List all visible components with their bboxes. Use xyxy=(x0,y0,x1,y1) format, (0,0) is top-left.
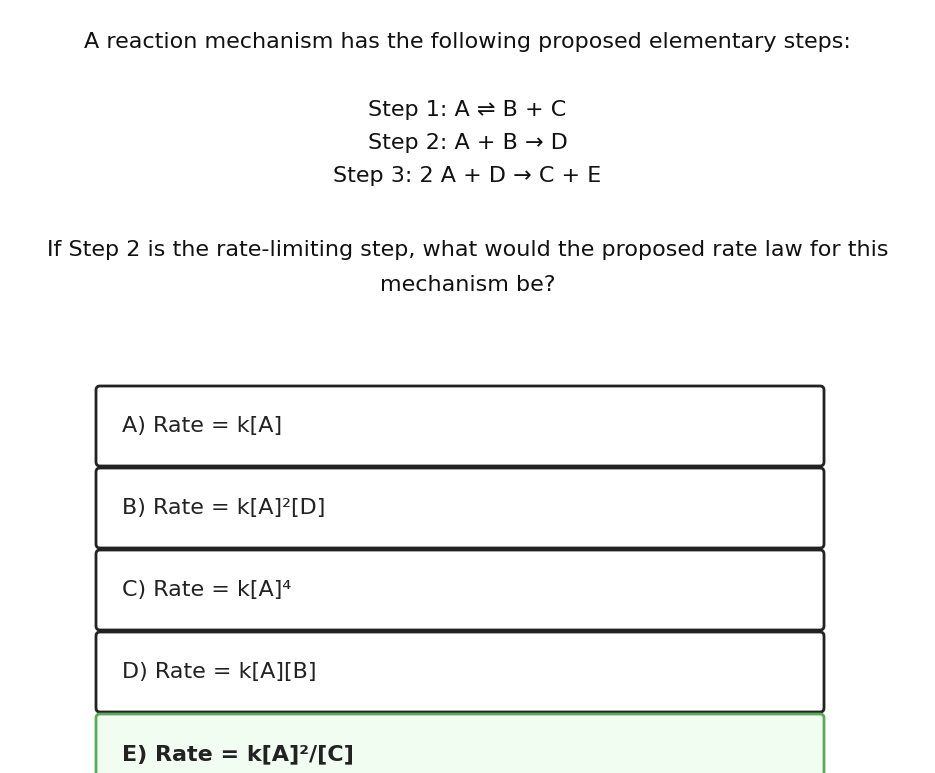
Text: A) Rate = k[A]: A) Rate = k[A] xyxy=(122,416,282,436)
Text: mechanism be?: mechanism be? xyxy=(380,275,555,295)
FancyBboxPatch shape xyxy=(96,550,824,630)
FancyBboxPatch shape xyxy=(96,714,824,773)
Text: A reaction mechanism has the following proposed elementary steps:: A reaction mechanism has the following p… xyxy=(84,32,851,52)
Text: E) Rate = k[A]²/[C]: E) Rate = k[A]²/[C] xyxy=(122,744,353,764)
Text: Step 1: A ⇌ B + C: Step 1: A ⇌ B + C xyxy=(368,100,567,120)
Text: D) Rate = k[A][B]: D) Rate = k[A][B] xyxy=(122,662,317,682)
FancyBboxPatch shape xyxy=(96,386,824,466)
FancyBboxPatch shape xyxy=(96,632,824,712)
Text: B) Rate = k[A]²[D]: B) Rate = k[A]²[D] xyxy=(122,498,325,518)
Text: C) Rate = k[A]⁴: C) Rate = k[A]⁴ xyxy=(122,580,291,600)
FancyBboxPatch shape xyxy=(96,468,824,548)
Text: Step 3: 2 A + D → C + E: Step 3: 2 A + D → C + E xyxy=(334,166,601,186)
Text: Step 2: A + B → D: Step 2: A + B → D xyxy=(367,133,568,153)
Text: If Step 2 is the rate-limiting step, what would the proposed rate law for this: If Step 2 is the rate-limiting step, wha… xyxy=(47,240,888,260)
